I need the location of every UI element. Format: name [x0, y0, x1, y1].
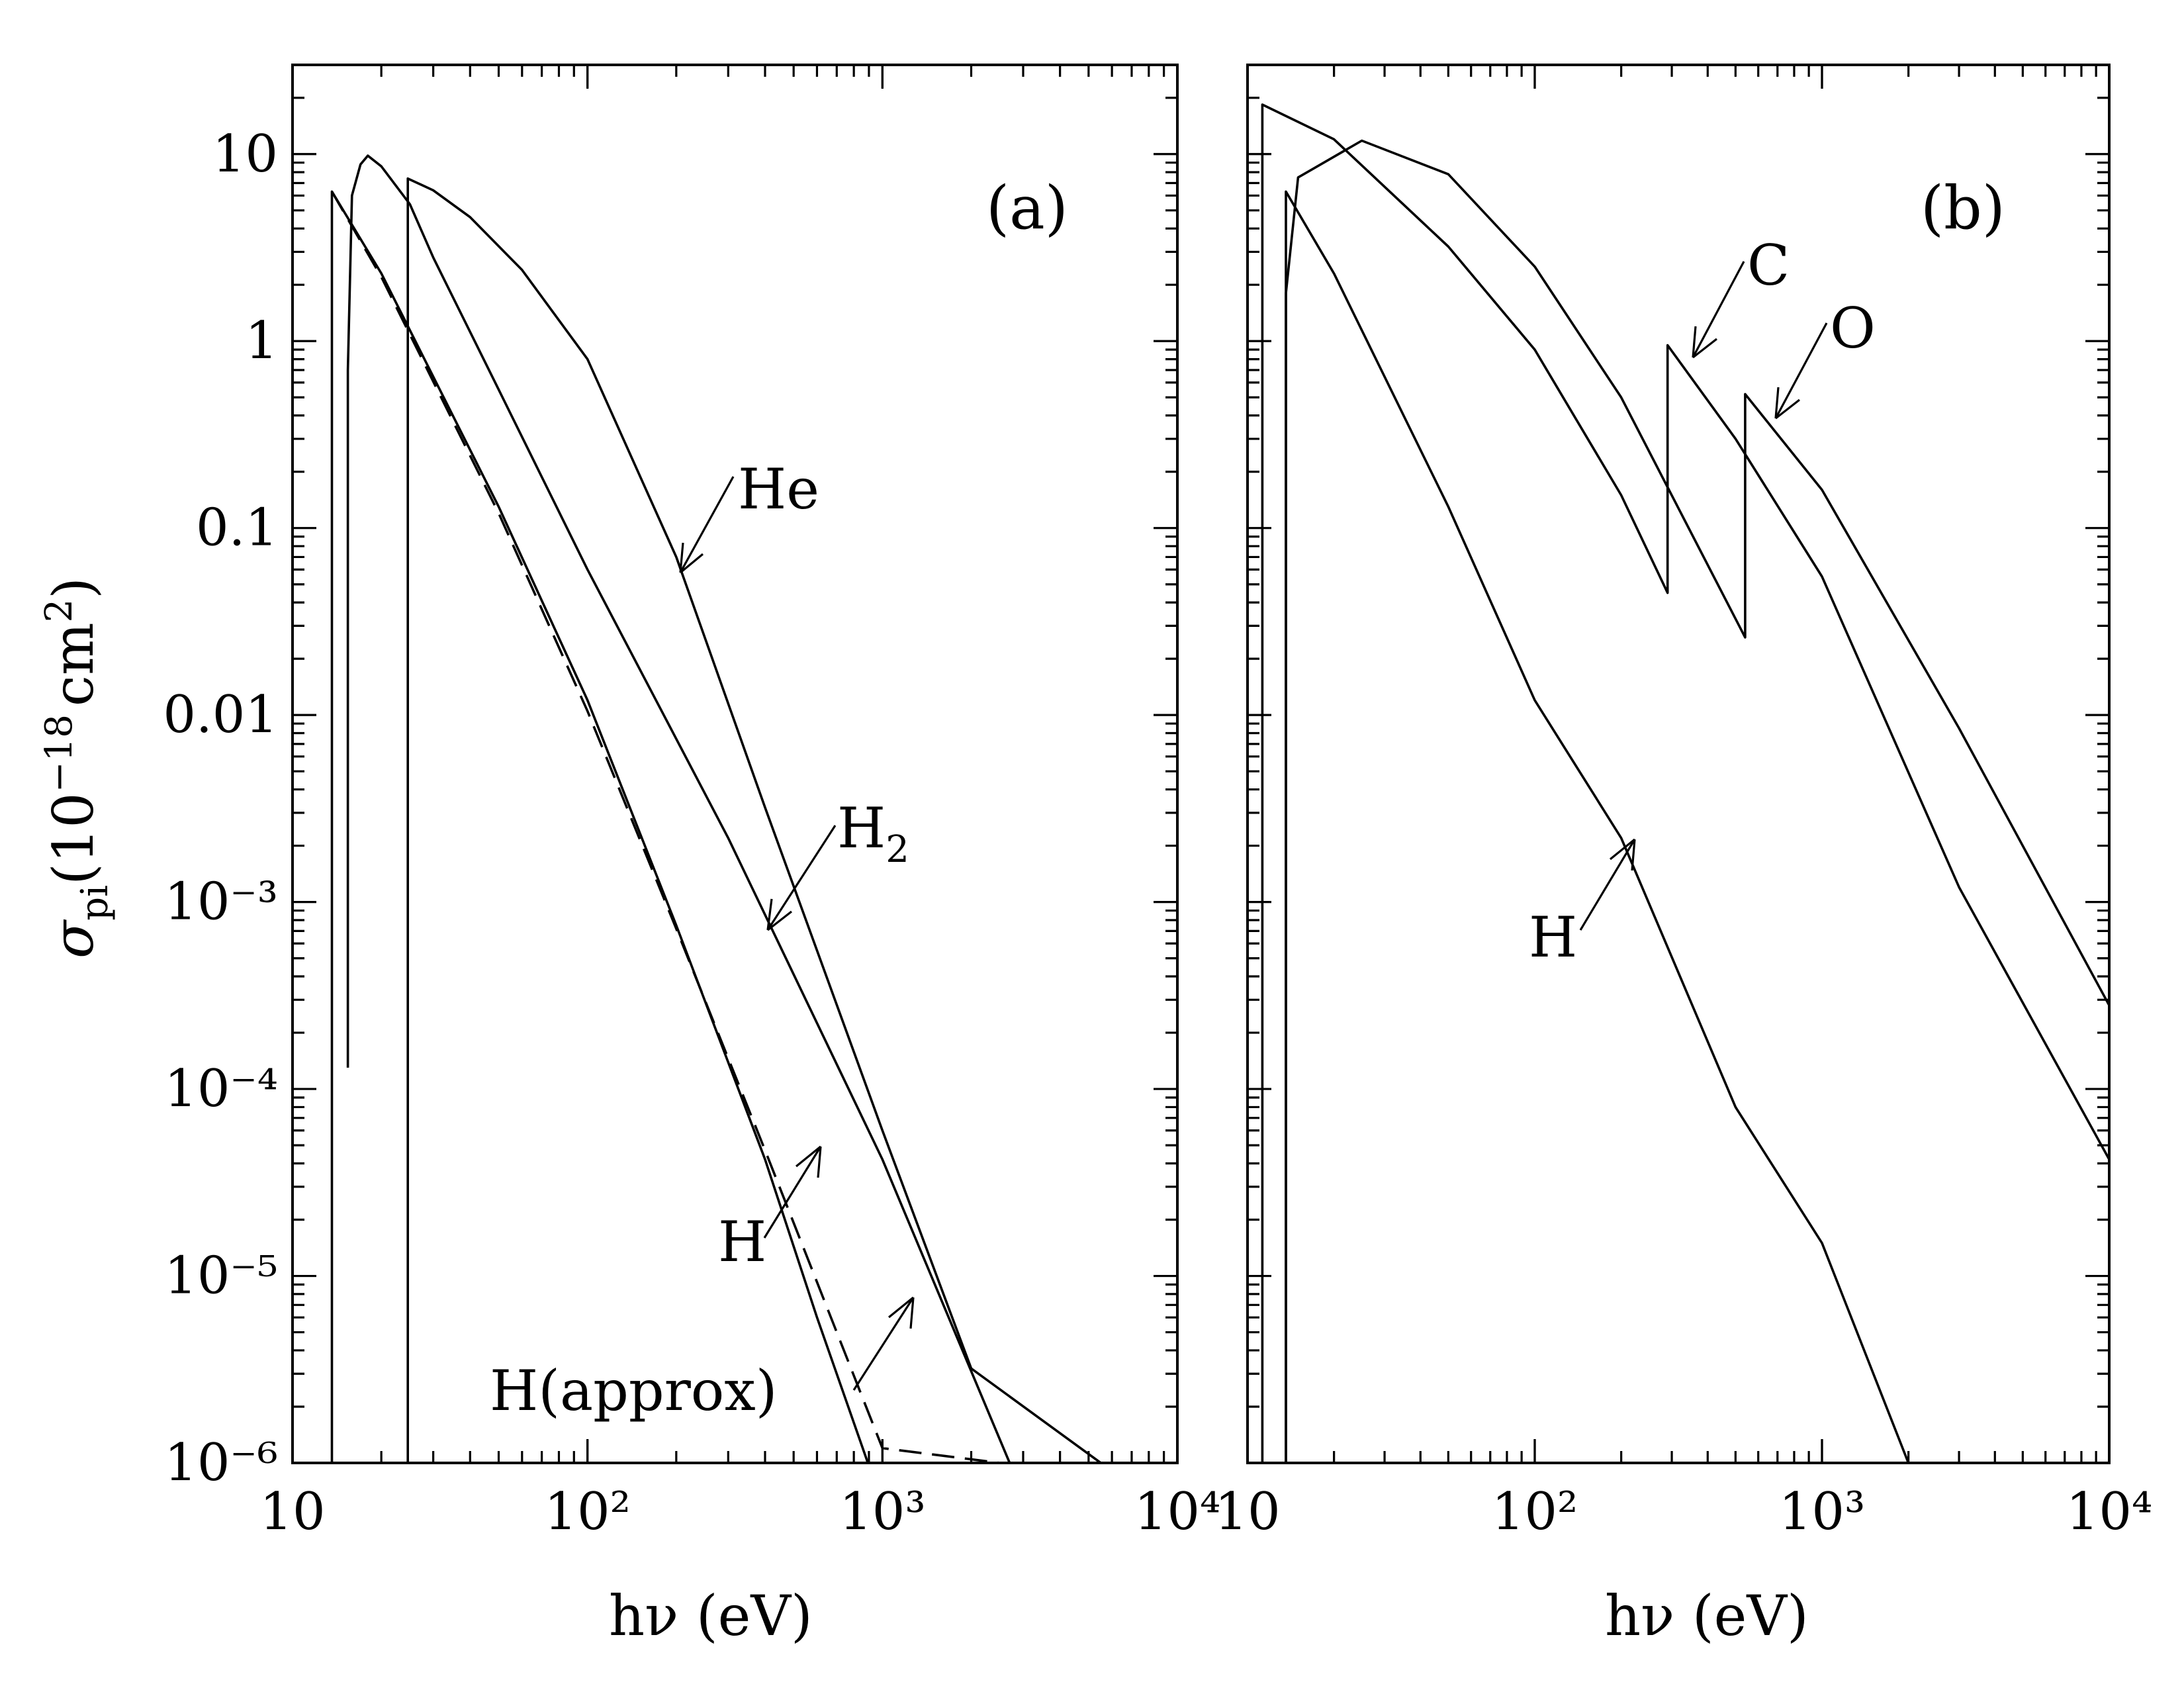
svg-text:H2: H2	[837, 796, 909, 871]
series-h	[346, 154, 1011, 1463]
x-tick-label: 10³	[839, 1482, 926, 1542]
annotation-he: He	[679, 457, 819, 574]
y-tick-label: 10	[212, 124, 278, 184]
x-tick-label: 10	[259, 1482, 325, 1542]
panel-a-y-tick-labels: 10 1 0.1 0.01 10⁻³ 10⁻⁴ 10⁻⁵ 10⁻⁶	[163, 124, 278, 1493]
y-tick-label: 1	[245, 311, 278, 371]
panel-a-x-tick-labels: 10 10² 10³ 10⁴	[259, 1482, 1220, 1542]
panel-a-frame	[291, 64, 1179, 1464]
series-c	[1261, 103, 2109, 1463]
svg-text:σpi(10−18cm2): σpi(10−18cm2)	[38, 577, 116, 959]
panel-b-x-tick-labels: 10 10² 10³ 10⁴	[1214, 1482, 2152, 1542]
x-tick-label: 10	[1214, 1482, 1280, 1542]
annotation-c: C	[1692, 233, 1790, 359]
x-tick-label: 10⁴	[2066, 1482, 2153, 1542]
annotation-h-a: H	[718, 1145, 822, 1274]
annotation-h-approx: H(approx)	[490, 1296, 915, 1423]
panel-a-x-axis-title: hν (eV)	[609, 1583, 813, 1648]
annotation-h2: H2	[766, 796, 909, 931]
y-tick-label: 0.1	[196, 498, 278, 558]
x-tick-label: 10²	[1492, 1482, 1578, 1542]
panel-b-x-axis-title: hν (eV)	[1605, 1583, 1809, 1648]
svg-text:H(approx): H(approx)	[490, 1358, 778, 1423]
x-tick-label: 10³	[1779, 1482, 1866, 1542]
panel-a: 10 1 0.1 0.01 10⁻³ 10⁻⁴ 10⁻⁵ 10⁻⁶ 10 10² 10³ 10⁴ (…	[163, 64, 1220, 1648]
y-tick-label: 10⁻³	[164, 872, 278, 932]
y-tick-label: 0.01	[163, 685, 278, 745]
panel-b-ticks	[1248, 65, 2109, 1463]
series-h	[1285, 190, 1910, 1463]
series-he	[406, 177, 1102, 1463]
svg-text:He: He	[738, 457, 819, 522]
y-tick-label: 10⁻⁵	[164, 1246, 278, 1306]
panel-a-ticks	[293, 65, 1177, 1463]
svg-text:H: H	[1529, 905, 1577, 970]
panel-b: 10 10² 10³ 10⁴ (b) hν (eV) C O H	[1214, 64, 2152, 1648]
x-tick-label: 10⁴	[1134, 1482, 1221, 1542]
series-h-approx	[330, 191, 1000, 1463]
annotation-h-b: H	[1529, 838, 1636, 970]
panel-a-tag: (a)	[986, 173, 1068, 243]
svg-text:C: C	[1747, 233, 1790, 298]
panel-a-curves	[330, 154, 1102, 1463]
y-axis-title: σpi(10−18cm2)	[38, 577, 116, 959]
y-tick-label: 10⁻⁶	[164, 1433, 278, 1493]
svg-text:O: O	[1830, 296, 1876, 361]
annotation-o: O	[1774, 296, 1876, 420]
y-tick-label: 10⁻⁴	[164, 1059, 278, 1119]
svg-text:H: H	[718, 1209, 766, 1274]
panel-b-tag: (b)	[1921, 173, 2005, 243]
panel-b-curves	[1261, 103, 2109, 1463]
series-o	[1285, 139, 2109, 1463]
x-tick-label: 10²	[544, 1482, 631, 1542]
panel-b-frame	[1246, 64, 2111, 1464]
